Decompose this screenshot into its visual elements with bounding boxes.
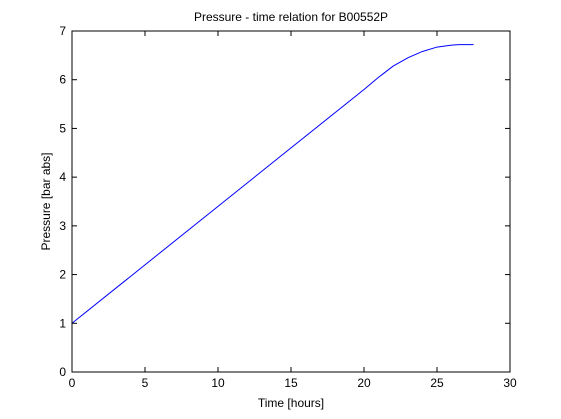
- x-tick-label: 0: [69, 376, 76, 390]
- series-layer: [71, 44, 474, 324]
- chart-title: Pressure - time relation for B00552P: [194, 10, 388, 24]
- y-tick-label: 4: [59, 170, 66, 184]
- tick-layer: 0 5 10 15 20 25 30 0 1 2 3 4 5 6 7: [59, 24, 517, 390]
- x-axis-title: Time [hours]: [258, 396, 324, 410]
- plot-area: [72, 31, 510, 372]
- x-tick-label: 10: [211, 376, 225, 390]
- x-tick-label: 30: [503, 376, 517, 390]
- y-axis-title: Pressure [bar abs]: [39, 152, 53, 250]
- x-tick-label: 20: [357, 376, 371, 390]
- y-tick-label: 5: [59, 121, 66, 135]
- y-tick-label: 0: [59, 365, 66, 379]
- x-tick-label: 5: [142, 376, 149, 390]
- x-tick-label: 15: [284, 376, 298, 390]
- y-tick-label: 2: [59, 268, 66, 282]
- y-tick-label: 1: [59, 316, 66, 330]
- y-tick-label: 7: [59, 24, 66, 38]
- y-tick-label: 6: [59, 73, 66, 87]
- series-line: [71, 44, 474, 324]
- y-tick-label: 3: [59, 219, 66, 233]
- plot-frame: [71, 30, 511, 373]
- x-tick-label: 25: [430, 376, 444, 390]
